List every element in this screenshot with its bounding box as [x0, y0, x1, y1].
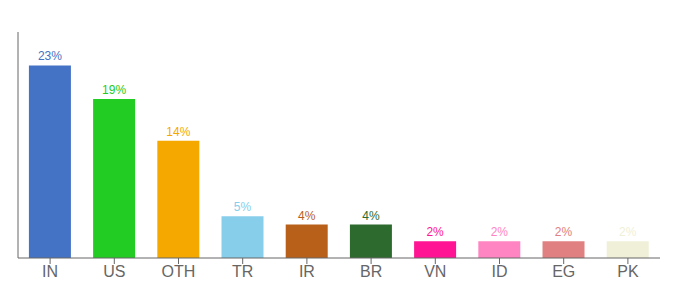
svg-text:2%: 2% — [555, 225, 573, 239]
svg-text:OTH: OTH — [162, 263, 196, 280]
svg-text:IN: IN — [42, 263, 58, 280]
svg-text:2%: 2% — [426, 225, 444, 239]
svg-text:23%: 23% — [38, 49, 62, 63]
svg-text:2%: 2% — [619, 225, 637, 239]
svg-text:TR: TR — [232, 263, 253, 280]
svg-text:4%: 4% — [362, 209, 380, 223]
svg-text:US: US — [103, 263, 125, 280]
svg-text:VN: VN — [424, 263, 446, 280]
svg-text:ID: ID — [492, 263, 508, 280]
svg-text:IR: IR — [299, 263, 315, 280]
svg-text:19%: 19% — [102, 83, 126, 97]
svg-text:4%: 4% — [298, 209, 316, 223]
svg-text:PK: PK — [617, 263, 639, 280]
svg-text:14%: 14% — [166, 125, 190, 139]
svg-text:2%: 2% — [491, 225, 509, 239]
svg-text:EG: EG — [552, 263, 575, 280]
svg-text:5%: 5% — [234, 200, 252, 214]
svg-text:BR: BR — [360, 263, 382, 280]
